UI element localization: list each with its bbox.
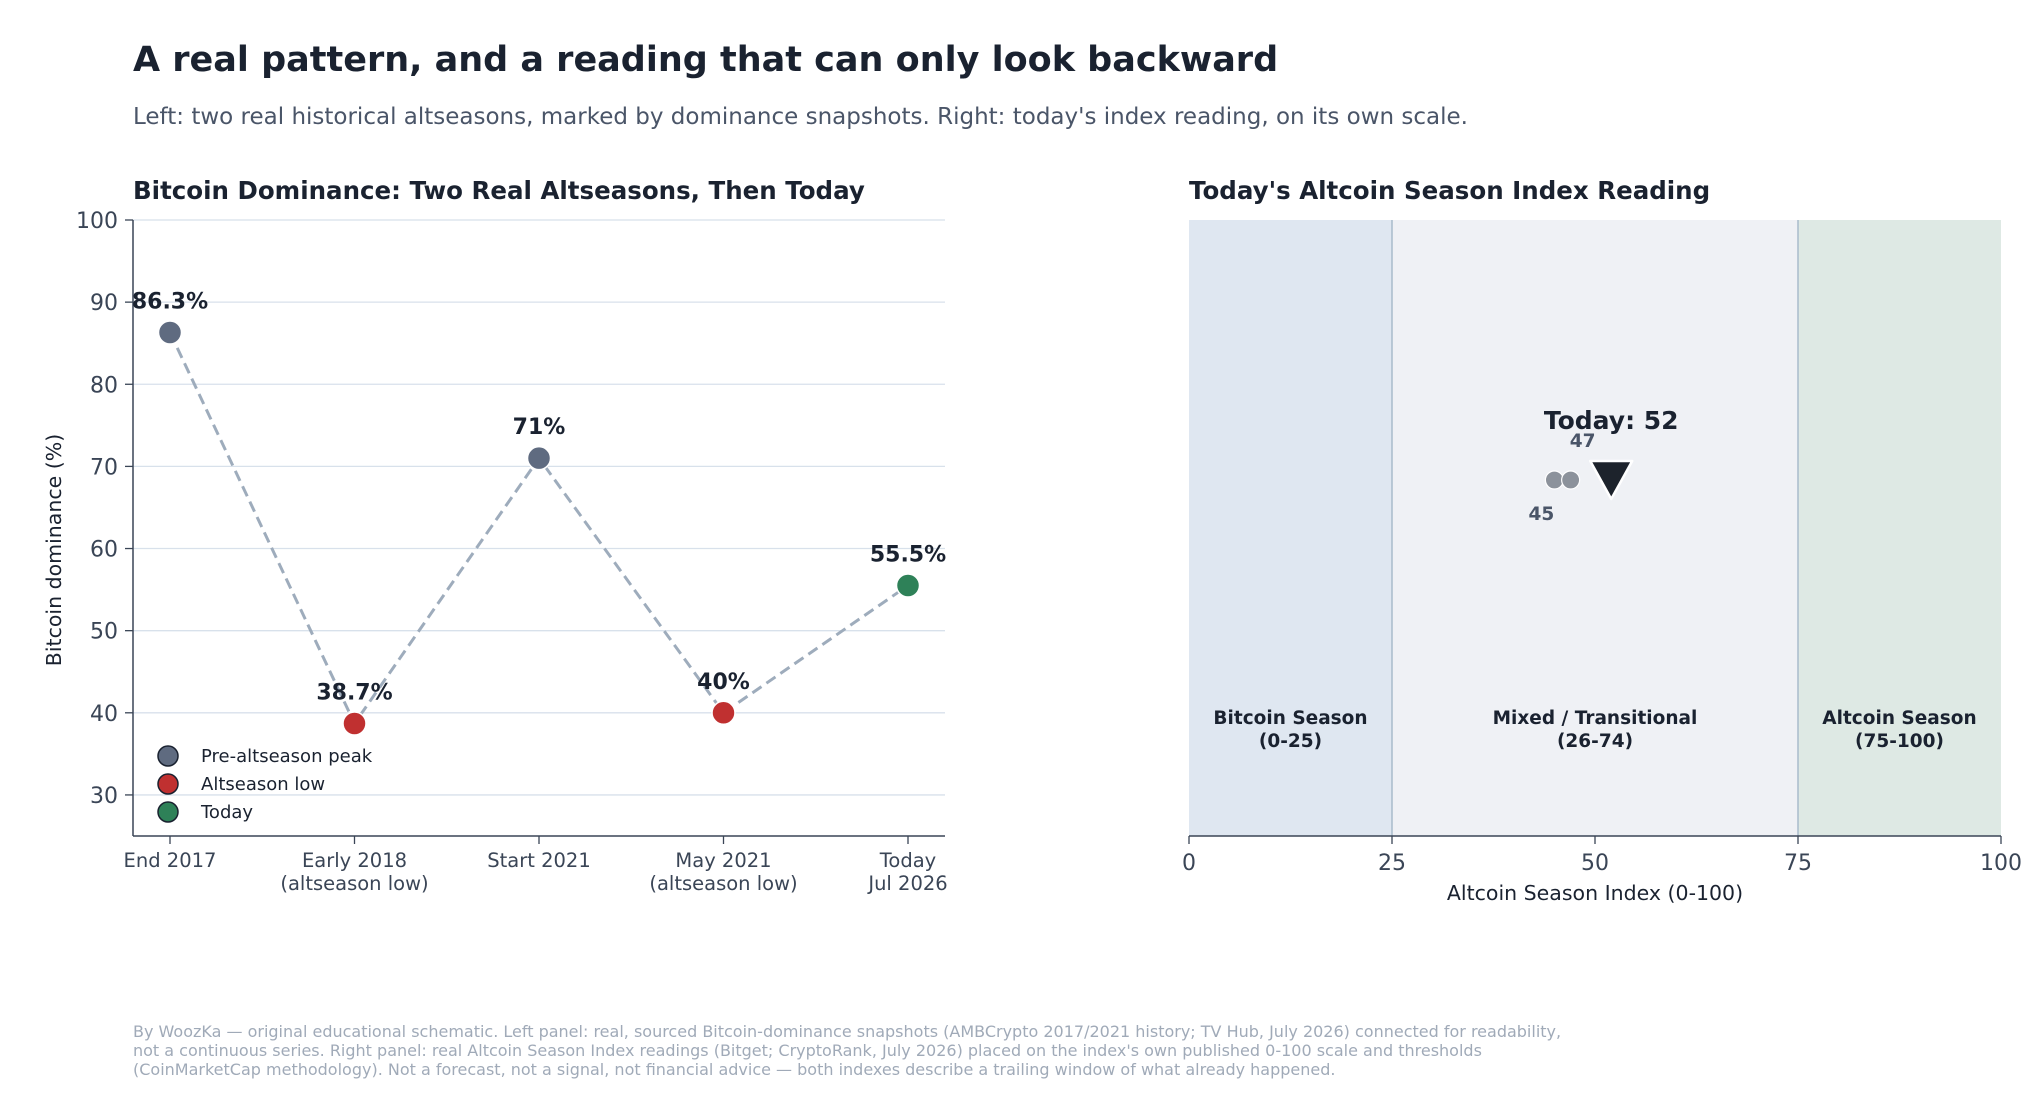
x-tick-label: May 2021 (altseason low) [649, 849, 797, 895]
zone-label: Bitcoin Season (0-25) [1213, 708, 1367, 752]
x-tick-label-line: (altseason low) [649, 872, 797, 895]
page-title: A real pattern, and a reading that can o… [133, 40, 1279, 80]
prior-reading-point [1561, 470, 1581, 490]
x-tick-label: End 2017 [124, 849, 217, 872]
page-subtitle: Left: two real historical altseasons, ma… [133, 104, 1468, 130]
y-tick-label: 80 [90, 373, 118, 398]
altseason-index-chart: Bitcoin Season (0-25) Mixed / Transitional… [1182, 220, 2022, 905]
legend-marker-peak [157, 745, 179, 767]
legend-marker-low [157, 773, 179, 795]
x-tick-label-line: Today [879, 849, 936, 872]
prior-reading-point [1544, 470, 1565, 490]
x-tick-label: 25 [1378, 851, 1406, 876]
zone-label-line: Altcoin Season [1822, 708, 1976, 729]
prior-reading-label: 47 [1570, 431, 1596, 452]
footer-line: By WoozKa — original educational schemat… [133, 1022, 1562, 1041]
data-point-low [342, 711, 367, 736]
data-label: 38.7% [316, 680, 392, 705]
y-tick-label: 90 [90, 291, 118, 316]
footer-note: By WoozKa — original educational schemat… [133, 1022, 1653, 1079]
data-point-peak [157, 320, 183, 345]
zone-label-line: Mixed / Transitional [1493, 708, 1698, 729]
data-label: 55.5% [870, 542, 946, 567]
right-chart-title: Today's Altcoin Season Index Reading [1189, 176, 1711, 205]
y-tick-label: 40 [90, 702, 118, 727]
data-label: 40% [697, 670, 750, 695]
x-axis-label: Altcoin Season Index (0-100) [1447, 881, 1743, 905]
x-tick-label-line: (altseason low) [280, 872, 428, 895]
legend-label: Pre-altseason peak [201, 746, 373, 767]
zone-label-line: (26-74) [1557, 731, 1633, 752]
data-label: 86.3% [132, 290, 208, 315]
today-marker [1588, 459, 1634, 501]
x-tick-label: 75 [1784, 851, 1812, 876]
left-chart-title: Bitcoin Dominance: Two Real Altseasons, … [133, 176, 865, 205]
zone-label-line: Bitcoin Season [1213, 708, 1367, 729]
zone-band [1189, 220, 1392, 836]
x-tick-label-line: Start 2021 [487, 849, 590, 872]
legend-label: Altseason low [201, 774, 325, 795]
data-point-peak [526, 445, 552, 471]
y-axis-label: Bitcoin dominance (%) [42, 434, 66, 666]
x-tick-label-line: May 2021 [675, 849, 771, 872]
data-label: 71% [513, 415, 566, 440]
dominance-chart: 30 40 50 60 70 80 90 100 Bitcoin dominance (%) En… [42, 209, 948, 895]
x-tick-label: 100 [1980, 851, 2022, 876]
zone-band [1798, 220, 2001, 836]
legend-marker-today [157, 801, 179, 823]
x-tick-label: Start 2021 [487, 849, 590, 872]
y-tick-label: 50 [90, 620, 118, 645]
footer-line: not a continuous series. Right panel: re… [133, 1041, 1482, 1060]
x-tick-label: Early 2018 (altseason low) [280, 849, 428, 895]
x-tick-label-line: Early 2018 [302, 849, 407, 872]
data-point-today [895, 573, 921, 598]
x-tick-label-line: End 2017 [124, 849, 217, 872]
data-point-low [711, 700, 736, 726]
y-tick-label: 30 [90, 784, 118, 809]
x-tick-label: Today Jul 2026 [866, 849, 947, 895]
x-tick-label-line: Jul 2026 [866, 872, 947, 895]
y-tick-label: 100 [76, 209, 118, 234]
zone-label-line: (0-25) [1259, 731, 1322, 752]
y-tick-label: 70 [90, 455, 118, 480]
x-tick-label: 50 [1581, 851, 1609, 876]
zone-label: Altcoin Season (75-100) [1822, 708, 1976, 752]
zone-band [1392, 220, 1798, 836]
prior-reading-label: 45 [1529, 504, 1555, 525]
today-label: Today: 52 [1544, 406, 1679, 435]
legend-label: Today [200, 802, 253, 823]
zone-label: Mixed / Transitional (26-74) [1493, 708, 1698, 752]
x-tick-label: 0 [1182, 851, 1196, 876]
footer-line: (CoinMarketCap methodology). Not a forec… [133, 1060, 1336, 1079]
zone-label-line: (75-100) [1855, 731, 1944, 752]
y-tick-label: 60 [90, 538, 118, 563]
